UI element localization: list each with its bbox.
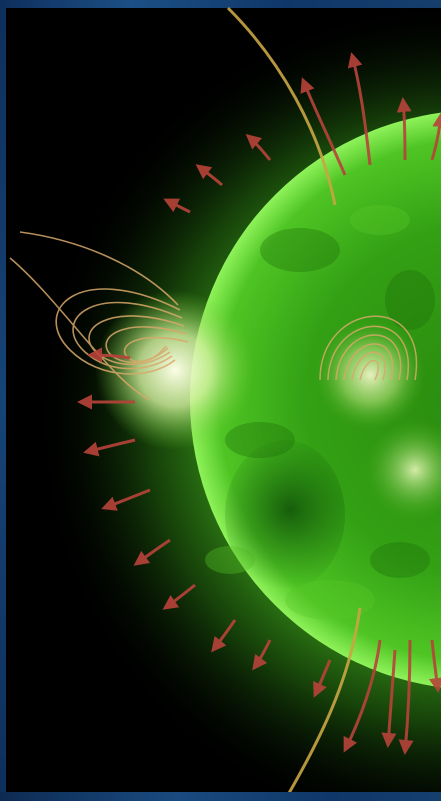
left-edge-strip	[0, 0, 6, 801]
active-region-limb	[95, 290, 255, 450]
outflow-arrows	[77, 52, 441, 755]
active-region-center	[315, 320, 425, 430]
top-edge-strip	[0, 0, 441, 8]
open-field-lines	[226, 6, 362, 801]
magnetic-loops-center	[319, 315, 418, 381]
coronal-hole	[225, 440, 345, 590]
bottom-edge-strip	[0, 792, 441, 801]
active-region-right	[365, 420, 441, 520]
